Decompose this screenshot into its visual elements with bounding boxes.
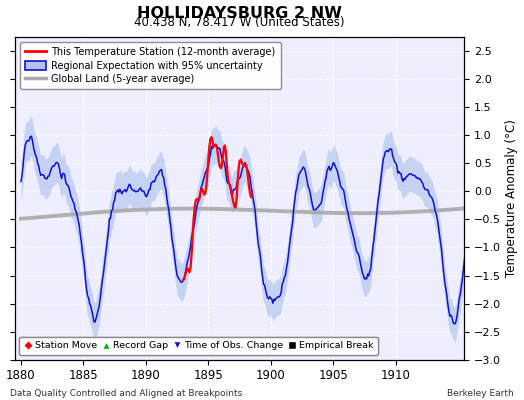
Legend: Station Move, Record Gap, Time of Obs. Change, Empirical Break: Station Move, Record Gap, Time of Obs. C… [19, 336, 378, 355]
Y-axis label: Temperature Anomaly (°C): Temperature Anomaly (°C) [506, 120, 518, 277]
Text: Data Quality Controlled and Aligned at Breakpoints: Data Quality Controlled and Aligned at B… [10, 389, 243, 398]
Text: 40.438 N, 78.417 W (United States): 40.438 N, 78.417 W (United States) [134, 16, 345, 29]
Text: Berkeley Earth: Berkeley Earth [447, 389, 514, 398]
Title: HOLLIDAYSBURG 2 NW: HOLLIDAYSBURG 2 NW [137, 6, 342, 20]
